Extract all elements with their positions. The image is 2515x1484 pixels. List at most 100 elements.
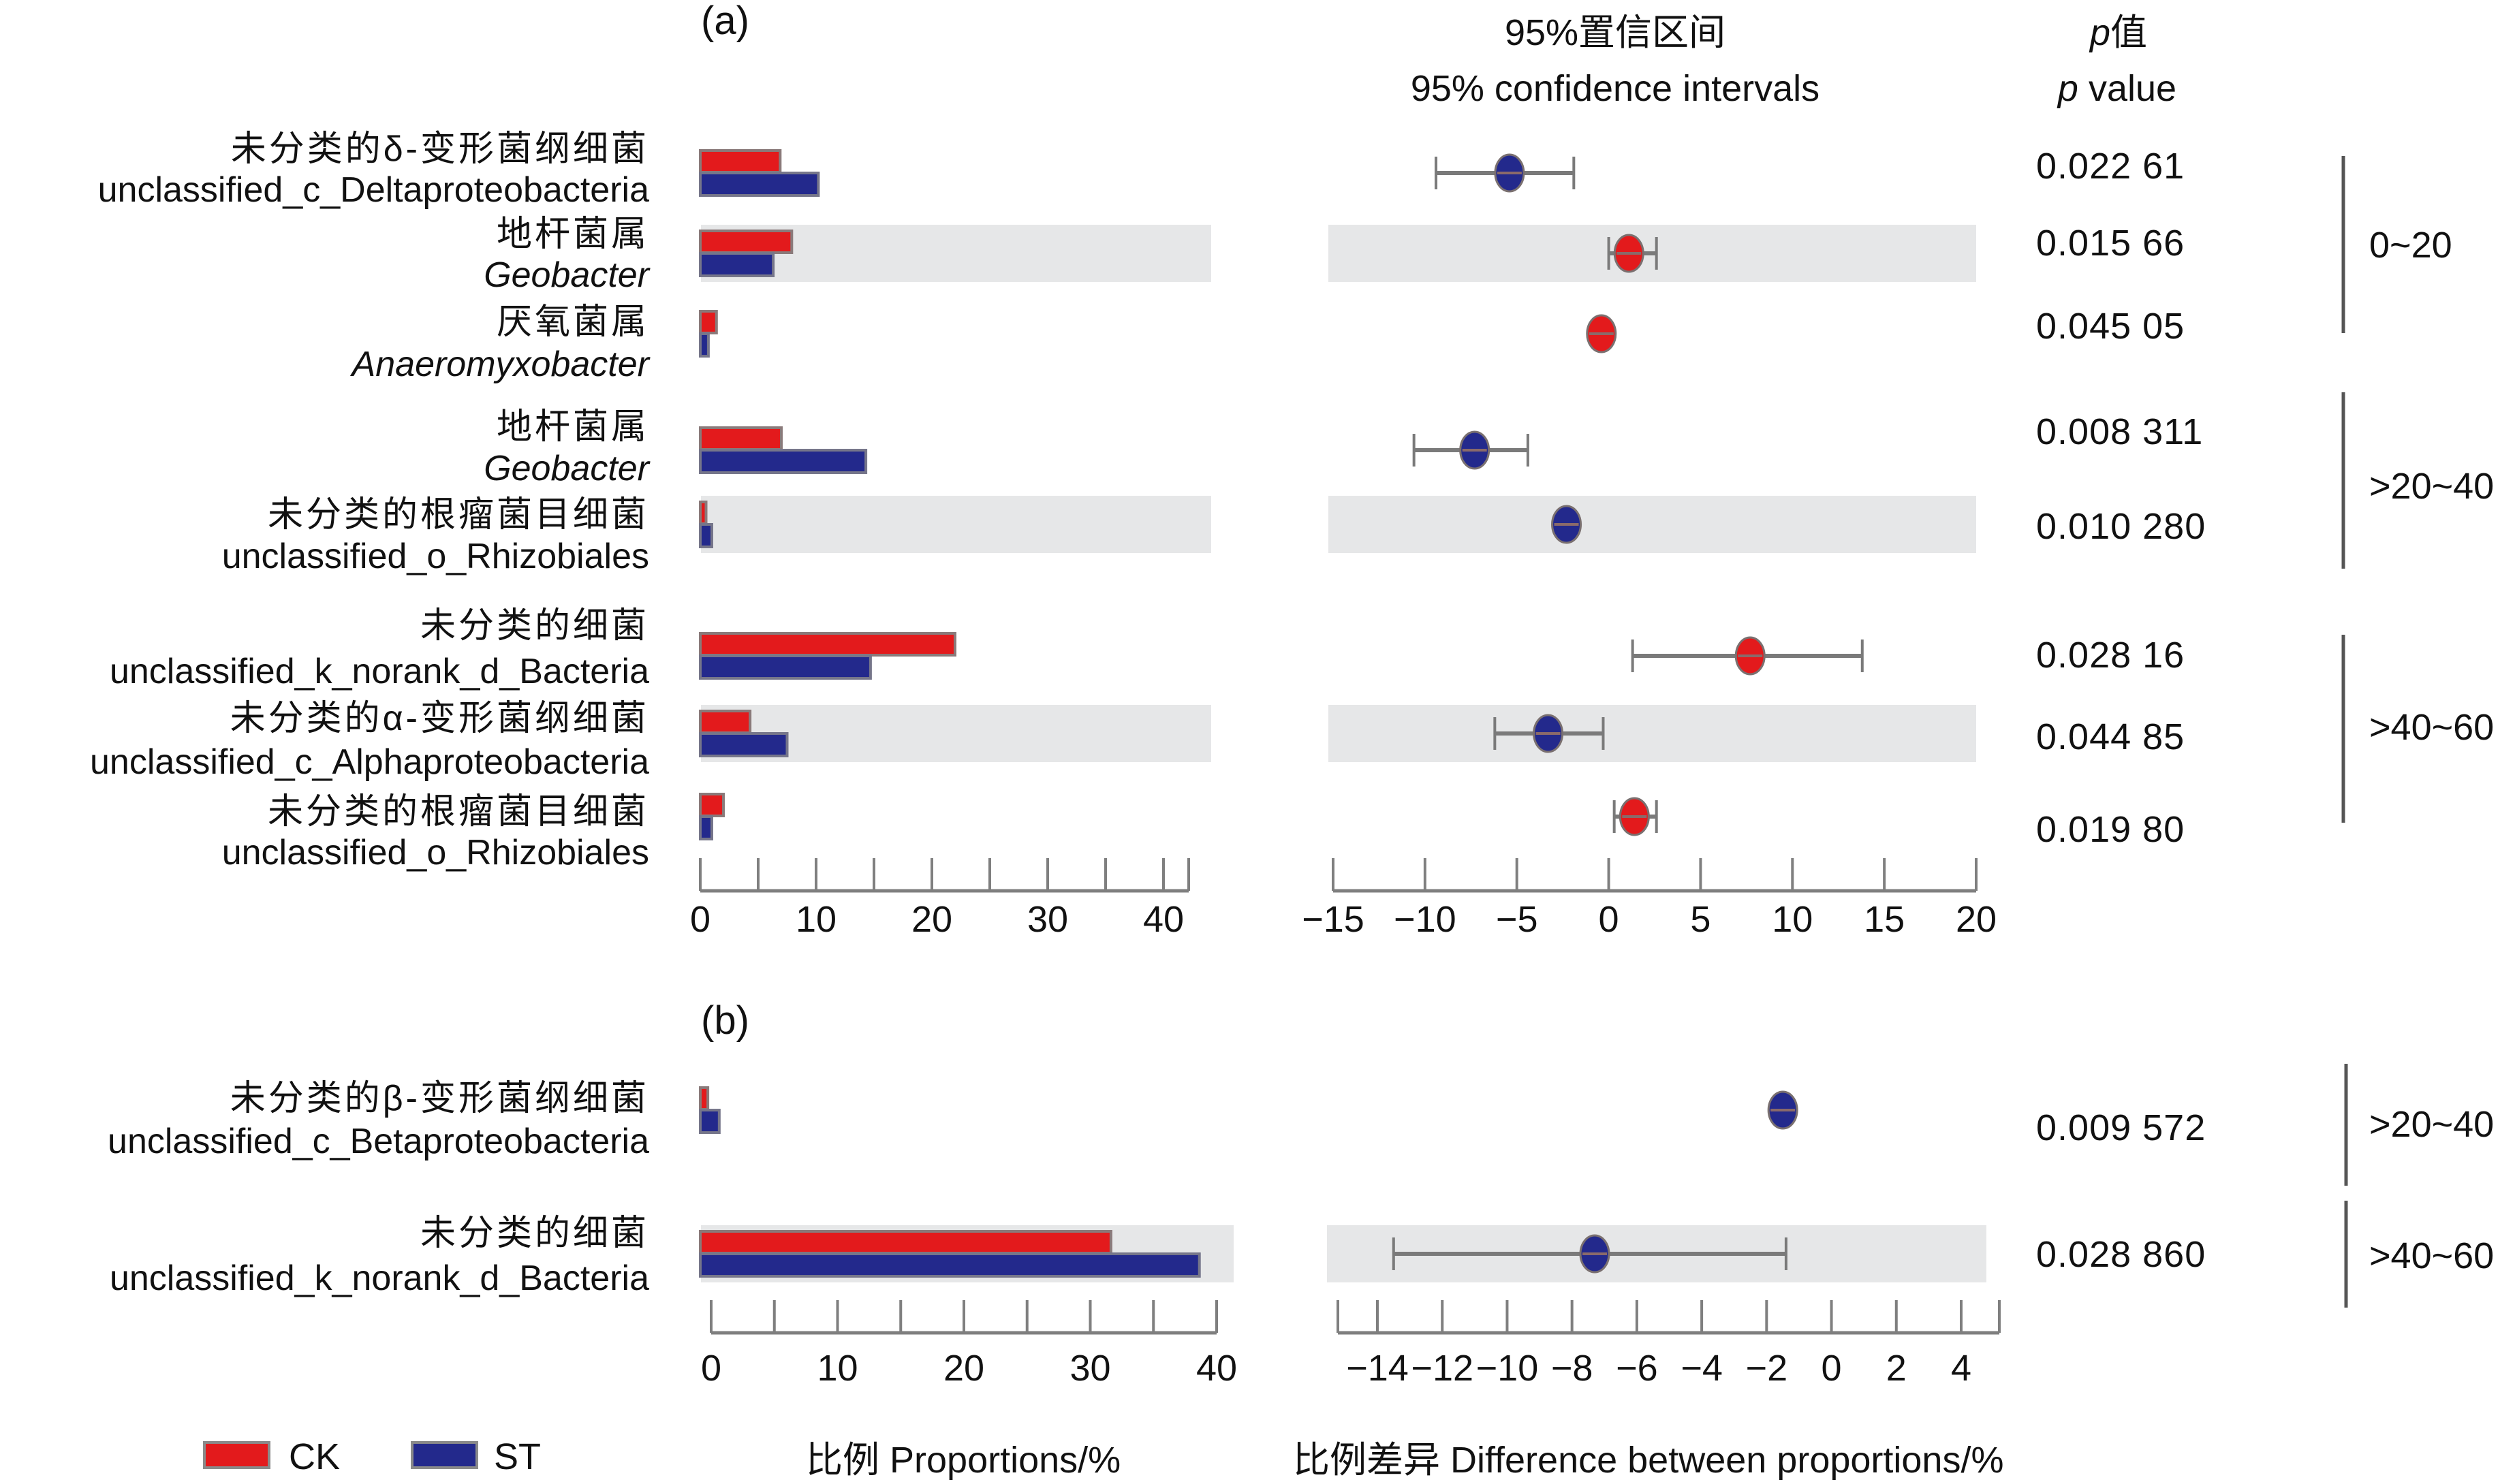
ci-header-zh: 95%置信区间 bbox=[1505, 12, 1725, 53]
ci-axis-tick-label: 20 bbox=[1956, 899, 1997, 940]
ci-axis-tick-label: 15 bbox=[1864, 899, 1905, 940]
p-header-en-text: value bbox=[2078, 68, 2176, 109]
row-label-en: unclassified_k_norank_d_Bacteria bbox=[110, 652, 649, 691]
row-label-en: Geobacter bbox=[484, 255, 651, 295]
group-brackets: 0~20 >20~40 >40~60 >20~40 >40~60 bbox=[2341, 156, 2494, 1308]
panel-label-b: (b) bbox=[701, 998, 749, 1043]
p-value: 0.045 05 bbox=[2036, 306, 2185, 347]
legend-label-st: ST bbox=[494, 1436, 541, 1477]
row-label-zh: 未分类的根瘤菌目细菌 bbox=[268, 792, 649, 832]
p-value: 0.044 85 bbox=[2036, 716, 2185, 757]
row-label-zh: 未分类的β-变形菌纲细菌 bbox=[230, 1079, 649, 1118]
legend-swatch-ck bbox=[203, 1441, 270, 1469]
bar-ck bbox=[699, 710, 752, 734]
row-label-zh: 地杆菌属 bbox=[497, 215, 649, 254]
row-label-en: unclassified_o_Rhizobiales bbox=[222, 537, 649, 576]
row-label-en: unclassified_o_Rhizobiales bbox=[222, 833, 649, 872]
ci-axis-tick-label: −10 bbox=[1394, 899, 1456, 940]
bar-ck bbox=[699, 632, 956, 657]
group-label: >20~40 bbox=[2369, 466, 2494, 507]
bar-st bbox=[699, 815, 713, 840]
bar-ck bbox=[699, 230, 794, 254]
bar-axis-tick-label: 20 bbox=[943, 1348, 984, 1389]
bar-axis-tick-label: 0 bbox=[701, 1348, 721, 1389]
row-label-en: Anaeromyxobacter bbox=[350, 345, 651, 384]
p-value: 0.010 280 bbox=[2036, 506, 2206, 547]
group-label: >40~60 bbox=[2369, 1235, 2494, 1276]
row-label-zh: 未分类的根瘤菌目细菌 bbox=[268, 495, 649, 535]
row-label-zh: 未分类的细菌 bbox=[420, 606, 649, 646]
ci-axis-tick-label: 4 bbox=[1951, 1348, 1971, 1389]
row-label-zh: 未分类的δ-变形菌纲细菌 bbox=[231, 129, 649, 169]
bar-st bbox=[699, 1252, 1201, 1278]
p-value: 0.028 860 bbox=[2036, 1234, 2206, 1275]
x-axis-title-proportions: 比例 Proportions/% bbox=[806, 1440, 1121, 1481]
bar-st bbox=[699, 332, 710, 358]
panel-label-a: (a) bbox=[701, 0, 749, 43]
ci-axis-tick-label: −5 bbox=[1496, 899, 1538, 940]
row-label-en: unclassified_k_norank_d_Bacteria bbox=[110, 1259, 649, 1298]
bar-axis-tick-label: 40 bbox=[1196, 1348, 1237, 1389]
axes: 0 10 20 30 40 −15 −10 −5 0 5 10 15 200 10 20 30 40 −14 −12… bbox=[690, 858, 2001, 1389]
p-value: 0.019 80 bbox=[2036, 809, 2185, 850]
bar-st bbox=[699, 1109, 721, 1134]
row-label-en: unclassified_c_Alphaproteobacteria bbox=[90, 742, 649, 782]
ci-axis-tick-label: −4 bbox=[1681, 1348, 1723, 1389]
ci-axis-tick-label: −12 bbox=[1411, 1348, 1473, 1389]
row-label-en: unclassified_c_Deltaproteobacteria bbox=[98, 170, 649, 210]
bar-st bbox=[699, 449, 868, 474]
ci-axis-tick-label: −6 bbox=[1616, 1348, 1658, 1389]
data-marks bbox=[699, 149, 1864, 1278]
ci-axis-tick-label: 0 bbox=[1599, 899, 1619, 940]
bar-st bbox=[699, 252, 775, 277]
ci-axis-tick-label: −10 bbox=[1476, 1348, 1539, 1389]
bar-ck bbox=[699, 149, 782, 174]
bar-st bbox=[699, 654, 872, 680]
bar-ck bbox=[699, 426, 783, 451]
p-value: 0.022 61 bbox=[2036, 146, 2185, 187]
group-label: 0~20 bbox=[2369, 225, 2452, 266]
p-symbol: p bbox=[2057, 68, 2078, 109]
p-header-en: p value bbox=[2057, 68, 2176, 109]
row-label-zh: 地杆菌属 bbox=[497, 407, 649, 447]
ci-header-en: 95% confidence intervals bbox=[1411, 68, 1819, 109]
ci-axis-tick-label: 2 bbox=[1886, 1348, 1907, 1389]
ci-axis-tick-label: −2 bbox=[1746, 1348, 1788, 1389]
bar-axis-tick-label: 20 bbox=[911, 899, 952, 940]
legend-label-ck: CK bbox=[289, 1436, 340, 1477]
bar-axis-tick-label: 40 bbox=[1143, 899, 1184, 940]
row-label-zh: 未分类的α-变形菌纲细菌 bbox=[230, 699, 649, 738]
bar-st bbox=[699, 523, 713, 548]
row-labels: 未分类的δ-变形菌纲细菌unclassified_c_Deltaproteoba… bbox=[90, 129, 2206, 1298]
p-header-zh-text: 值 bbox=[2110, 12, 2147, 53]
p-symbol: p bbox=[2089, 12, 2110, 53]
p-value: 0.009 572 bbox=[2036, 1107, 2206, 1148]
row-band-ci bbox=[1328, 496, 1976, 553]
row-label-en: Geobacter bbox=[484, 449, 651, 488]
group-label: >40~60 bbox=[2369, 707, 2494, 748]
legend: CK ST bbox=[203, 1436, 541, 1477]
p-value: 0.015 66 bbox=[2036, 223, 2185, 264]
bar-axis-tick-label: 30 bbox=[1027, 899, 1068, 940]
bar-axis-tick-label: 30 bbox=[1069, 1348, 1110, 1389]
row-label-en: unclassified_c_Betaproteobacteria bbox=[108, 1122, 649, 1161]
ci-axis-tick-label: −14 bbox=[1346, 1348, 1409, 1389]
p-value: 0.028 16 bbox=[2036, 635, 2185, 676]
ci-axis-tick-label: 0 bbox=[1822, 1348, 1842, 1389]
legend-swatch-st bbox=[411, 1441, 478, 1469]
ci-axis-tick-label: −8 bbox=[1551, 1348, 1593, 1389]
bar-ck bbox=[699, 501, 708, 525]
p-header-zh: p值 bbox=[2089, 12, 2147, 53]
group-label: >20~40 bbox=[2369, 1104, 2494, 1145]
bar-st bbox=[699, 732, 789, 757]
bar-axis-tick-label: 10 bbox=[817, 1348, 858, 1389]
bar-st bbox=[699, 172, 820, 197]
bar-ck bbox=[699, 1086, 710, 1111]
bar-ck bbox=[699, 1230, 1112, 1254]
bar-ck bbox=[699, 310, 718, 334]
bar-axis-tick-label: 0 bbox=[690, 899, 710, 940]
ci-axis-tick-label: −15 bbox=[1302, 899, 1364, 940]
row-label-zh: 厌氧菌属 bbox=[497, 302, 649, 342]
row-band-bars bbox=[701, 496, 1211, 553]
